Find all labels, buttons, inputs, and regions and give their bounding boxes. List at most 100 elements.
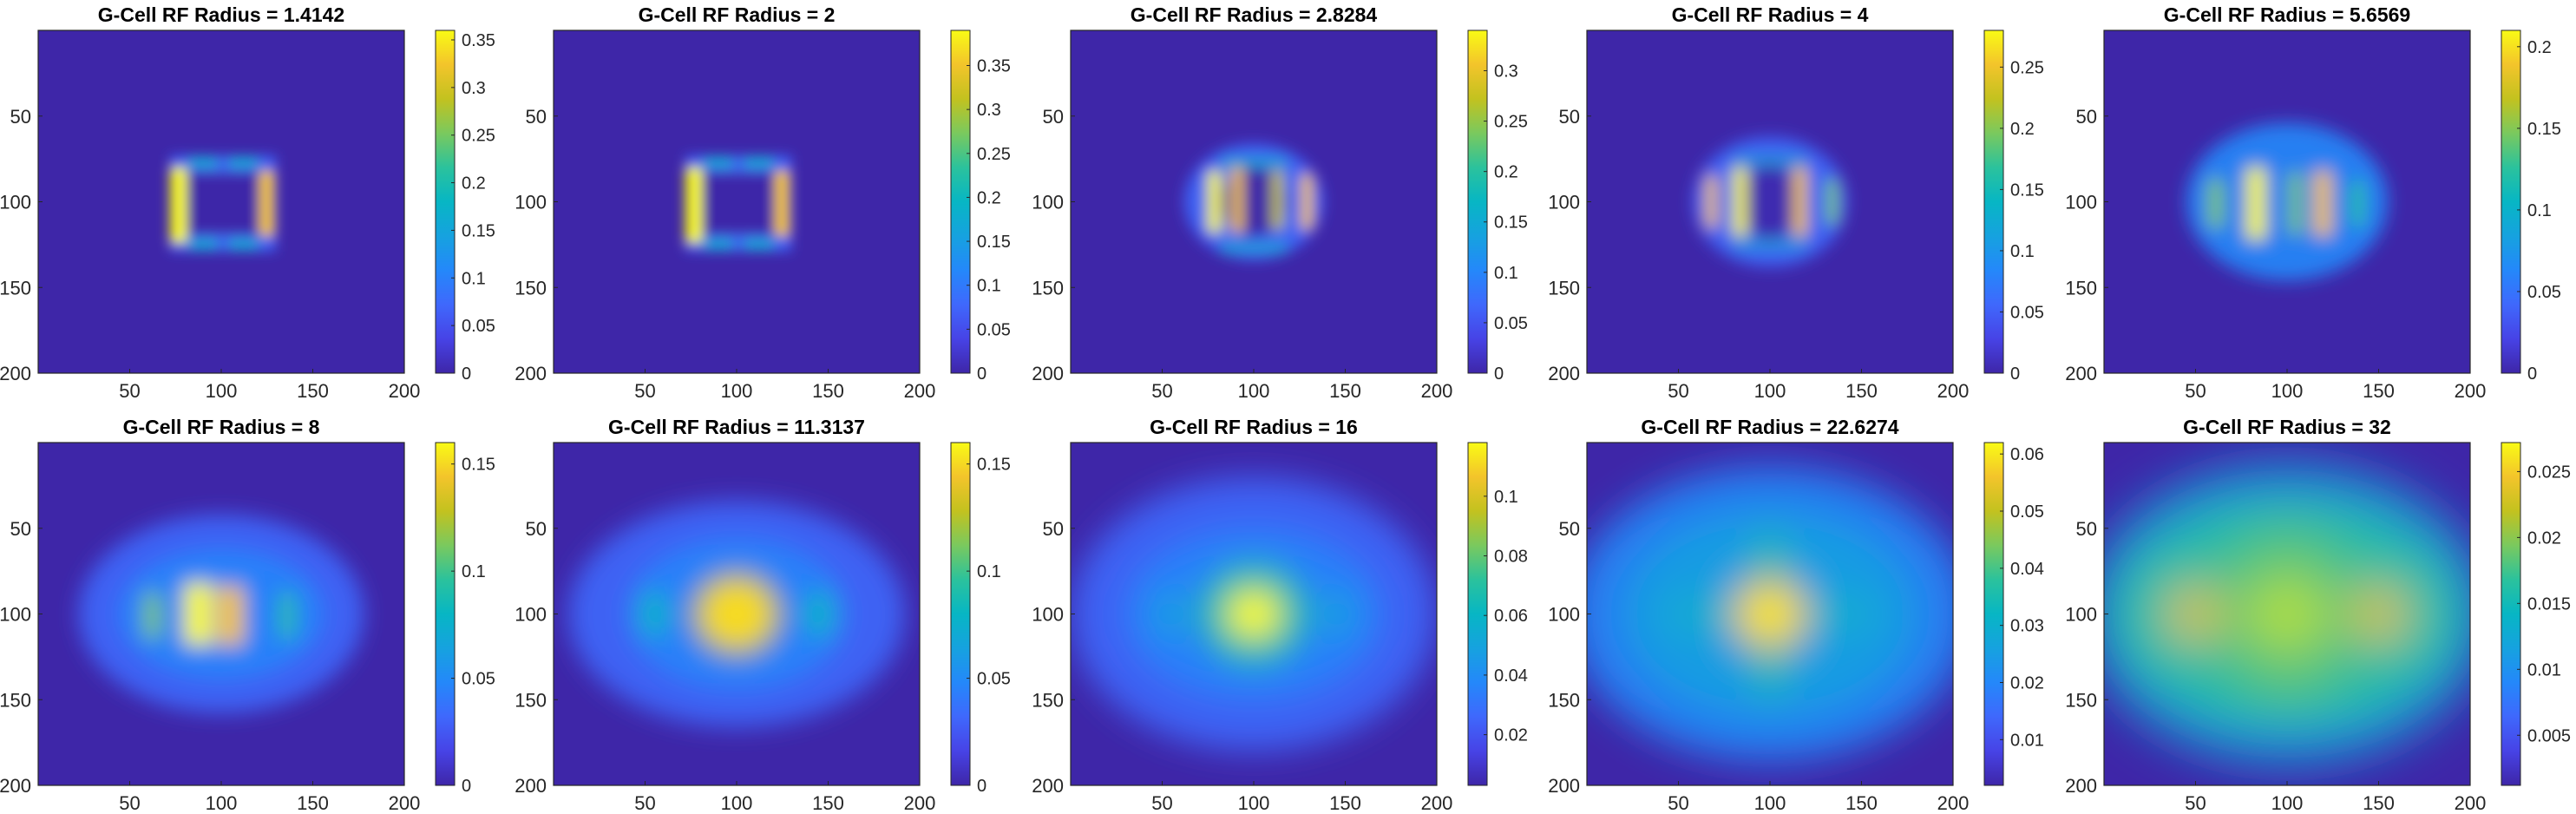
panel-title: G-Cell RF Radius = 32 [2183,416,2391,438]
x-tick-label: 50 [1151,380,1172,402]
x-tick-label: 50 [2185,792,2206,814]
heatmap-panel: G-Cell RF Radius = 2 50 100 150 200 50 100 150 2… [515,3,1011,402]
heatmap-image [1587,443,1953,785]
panel-title: G-Cell RF Radius = 4 [1672,3,1869,26]
colorbar-tick-label: 0 [977,364,986,384]
colorbar-tick-label: 0.05 [1494,314,1528,333]
y-tick-label: 150 [2065,277,2097,299]
y-tick-label: 200 [1548,775,1580,797]
y-tick-label: 200 [1032,775,1064,797]
colorbar-tick-label: 0.04 [1494,666,1528,686]
y-tick-label: 200 [0,775,31,797]
y-tick-label: 200 [1032,363,1064,384]
heatmap-image [2104,443,2470,785]
colorbar-tick-label: 0.02 [2010,674,2044,693]
colorbar-tick-label: 0.15 [977,456,1011,475]
colorbar-tick-label: 0.01 [2010,731,2044,750]
y-tick-label: 50 [526,518,547,540]
y-tick-label: 150 [1032,689,1064,711]
colorbar [435,442,456,786]
colorbar-tick-label: 0.1 [1494,488,1518,507]
panel-title: G-Cell RF Radius = 22.6274 [1641,416,1898,438]
colorbar-tick-label: 0.06 [1494,607,1528,626]
colorbar-tick-label: 0.05 [2010,502,2044,522]
x-tick-label: 150 [1329,792,1361,814]
colorbar-tick-label: 0.2 [1494,163,1518,182]
x-tick-label: 200 [1421,792,1453,814]
colorbar-tick-label: 0.1 [2010,242,2035,261]
y-tick-label: 200 [515,363,547,384]
colorbar-tick-label: 0.25 [1494,113,1528,132]
x-tick-label: 100 [721,380,753,402]
y-tick-label: 50 [1559,106,1580,128]
y-tick-label: 100 [515,604,547,626]
colorbar-tick-label: 0.05 [2527,283,2561,302]
heatmap-panel: G-Cell RF Radius = 32 50 100 150 200 50 100 150… [2065,416,2571,814]
colorbar [950,30,971,374]
colorbar-tick-label: 0.2 [977,188,1001,207]
x-tick-label: 150 [812,380,844,402]
x-tick-label: 150 [2363,380,2395,402]
heatmap-panel: G-Cell RF Radius = 1.4142 50 100 150 200 50 10… [0,3,495,402]
x-tick-label: 150 [2363,792,2395,814]
heatmap-panel: G-Cell RF Radius = 22.6274 50 100 150 200 50 1… [1548,416,2044,814]
x-tick-label: 200 [389,380,421,402]
y-tick-label: 150 [515,277,547,299]
colorbar-tick-label: 0 [977,777,986,796]
x-tick-label: 100 [206,380,238,402]
colorbar-tick-label: 0.1 [1494,264,1518,283]
colorbar-tick-label: 0.25 [462,127,495,146]
colorbar-tick-label: 0.25 [2010,58,2044,77]
y-tick-label: 200 [2065,363,2097,384]
colorbar-tick-label: 0.015 [2527,594,2571,614]
y-tick-label: 200 [1548,363,1580,384]
x-tick-label: 50 [2185,380,2206,402]
colorbar-tick-label: 0 [462,777,471,796]
colorbar-tick-label: 0.15 [2010,181,2044,200]
x-tick-label: 50 [1668,380,1688,402]
heatmap-image [1587,30,1953,373]
panel-title: G-Cell RF Radius = 11.3137 [608,416,865,438]
colorbar-tick-label: 0.01 [2527,660,2561,679]
x-tick-label: 150 [1845,380,1878,402]
y-tick-label: 50 [526,106,547,128]
x-tick-label: 150 [1329,380,1361,402]
colorbar-tick-label: 0.1 [977,562,1001,581]
colorbar-tick-label: 0.2 [2010,120,2035,139]
x-tick-label: 100 [2271,792,2304,814]
heatmap-panel: G-Cell RF Radius = 16 50 100 150 200 50 100 150… [1032,416,1528,814]
colorbar-tick-label: 0.05 [462,317,495,336]
y-tick-label: 150 [2065,689,2097,711]
x-tick-label: 200 [2455,792,2487,814]
colorbar-tick-label: 0.02 [1494,726,1528,745]
y-tick-label: 100 [0,192,31,213]
colorbar-tick-label: 0.35 [977,57,1011,76]
y-tick-label: 200 [2065,775,2097,797]
panel-title: G-Cell RF Radius = 2 [639,3,836,26]
colorbar-tick-label: 0.15 [977,233,1011,252]
colorbar-tick-label: 0.35 [462,31,495,50]
y-tick-label: 100 [1032,604,1064,626]
colorbar-tick-label: 0.06 [2010,445,2044,464]
x-tick-label: 100 [2271,380,2304,402]
y-tick-label: 150 [0,689,31,711]
y-tick-label: 150 [515,689,547,711]
x-tick-label: 150 [1845,792,1878,814]
colorbar-tick-label: 0.15 [462,456,495,475]
x-tick-label: 100 [1754,792,1786,814]
colorbar-tick-label: 0.05 [977,670,1011,689]
heatmap-image [2104,30,2470,373]
heatmap-panel: G-Cell RF Radius = 2.8284 50 100 150 200 50 10… [1032,3,1528,402]
y-tick-label: 100 [2065,192,2097,213]
x-tick-label: 100 [1754,380,1786,402]
panel-title: G-Cell RF Radius = 5.6569 [2164,3,2410,26]
heatmap-panel: G-Cell RF Radius = 5.6569 50 100 150 200 50 10… [2065,3,2561,402]
x-tick-label: 100 [721,792,753,814]
x-tick-label: 100 [1238,380,1270,402]
y-tick-label: 100 [2065,604,2097,626]
y-tick-label: 150 [1032,277,1064,299]
colorbar-tick-label: 0.025 [2527,463,2571,482]
colorbar-tick-label: 0.2 [2527,38,2552,57]
colorbar-tick-label: 0.005 [2527,726,2571,745]
